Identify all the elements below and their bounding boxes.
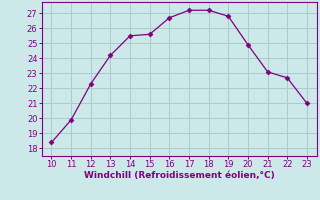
- X-axis label: Windchill (Refroidissement éolien,°C): Windchill (Refroidissement éolien,°C): [84, 171, 275, 180]
